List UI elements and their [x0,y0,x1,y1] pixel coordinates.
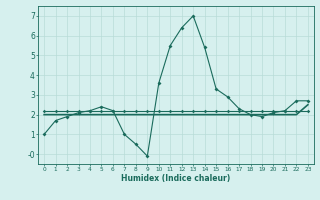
X-axis label: Humidex (Indice chaleur): Humidex (Indice chaleur) [121,174,231,183]
